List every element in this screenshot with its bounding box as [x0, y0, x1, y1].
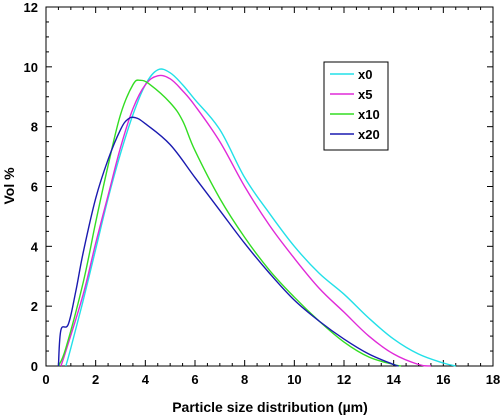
x-tick-label: 10	[287, 372, 301, 387]
plot-frame	[45, 6, 494, 367]
y-axis-title: Vol %	[1, 167, 17, 205]
legend-box	[323, 61, 389, 151]
y-tick-label: 10	[24, 60, 38, 75]
y-tick-label: 8	[31, 120, 38, 135]
x-tick-label: 16	[436, 372, 450, 387]
series-line-x20	[57, 116, 399, 367]
series-line-x0	[65, 68, 456, 367]
x-tick-label: 6	[191, 372, 198, 387]
x-tick-label: 0	[42, 372, 49, 387]
y-tick-label: 2	[31, 299, 38, 314]
x-tick-label: 2	[92, 372, 99, 387]
legend-label-x0: x0	[358, 67, 372, 82]
y-tick-label: 0	[31, 359, 38, 374]
x-tick-label: 12	[337, 372, 351, 387]
x-tick-label: 4	[142, 372, 150, 387]
y-tick-label: 4	[31, 239, 39, 254]
x-tick-label: 8	[241, 372, 248, 387]
series-line-x5	[60, 74, 432, 367]
y-tick-label: 6	[31, 180, 38, 195]
legend-label-x20: x20	[358, 127, 380, 142]
legend-label-x5: x5	[358, 87, 372, 102]
x-tick-label: 14	[386, 372, 401, 387]
x-axis-title: Particle size distribution (µm)	[172, 399, 368, 415]
x-tick-label: 18	[486, 372, 500, 387]
y-tick-label: 12	[24, 0, 38, 15]
legend-label-x10: x10	[358, 107, 380, 122]
series-line-x10	[57, 79, 402, 367]
